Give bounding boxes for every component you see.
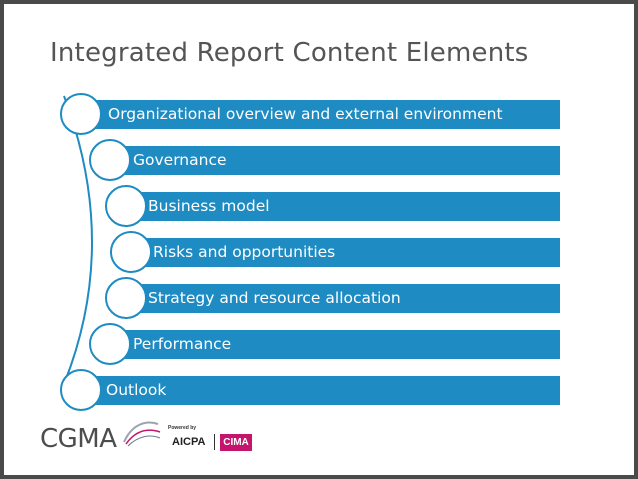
- slide-title: Integrated Report Content Elements: [50, 38, 529, 68]
- aicpa-logo: AICPA: [172, 436, 206, 448]
- element-bar: Governance: [112, 146, 560, 175]
- element-bullet: [60, 93, 102, 135]
- element-bullet: [110, 231, 152, 273]
- element-label: Outlook: [106, 381, 167, 399]
- cgma-logo: CGMA: [40, 424, 117, 454]
- element-label: Strategy and resource allocation: [148, 289, 401, 307]
- element-bar: Performance: [112, 330, 560, 359]
- element-bullet: [89, 139, 131, 181]
- logo-divider: [214, 434, 215, 450]
- slide: Integrated Report Content Elements Organ…: [4, 4, 634, 475]
- element-label: Organizational overview and external env…: [108, 105, 503, 123]
- element-bullet: [105, 277, 147, 319]
- element-bullet: [60, 369, 102, 411]
- element-bar: Business model: [126, 192, 560, 221]
- cima-logo: CIMA: [220, 434, 252, 451]
- element-label: Governance: [133, 151, 227, 169]
- powered-by-label: Powered by: [168, 425, 197, 431]
- element-label: Business model: [148, 197, 270, 215]
- element-bar: Organizational overview and external env…: [86, 100, 560, 129]
- element-bullet: [89, 323, 131, 365]
- element-label: Performance: [133, 335, 232, 353]
- element-bar: Strategy and resource allocation: [126, 284, 560, 313]
- element-label: Risks and opportunities: [153, 243, 336, 261]
- element-bar: Outlook: [86, 376, 560, 405]
- cgma-swoosh-icon: [123, 421, 161, 447]
- element-bullet: [105, 185, 147, 227]
- element-bar: Risks and opportunities: [131, 238, 560, 267]
